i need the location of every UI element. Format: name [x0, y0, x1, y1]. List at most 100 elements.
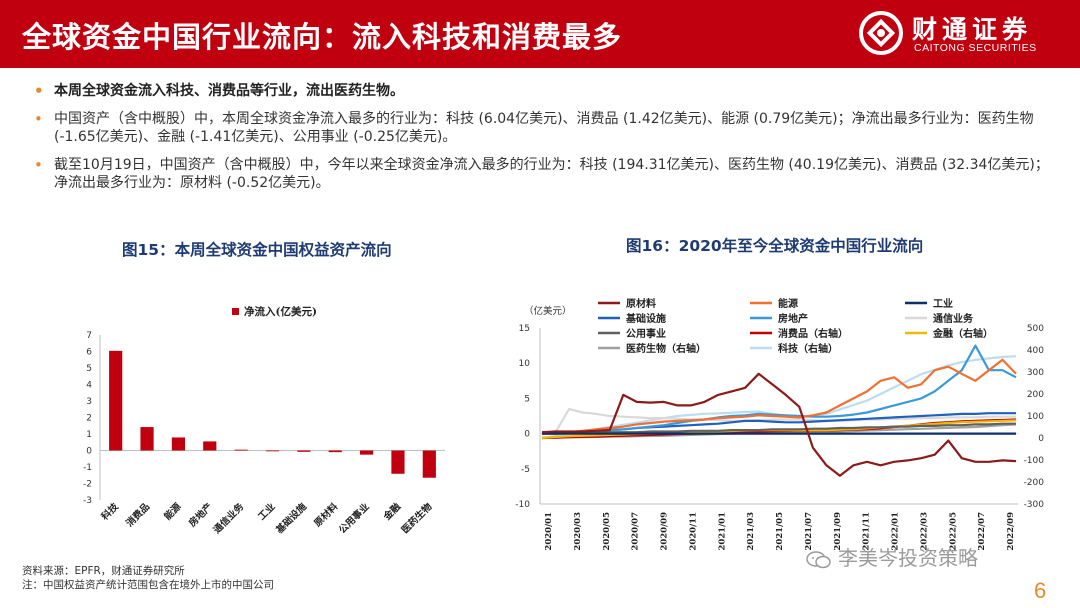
- legend-swatch: [232, 308, 239, 315]
- legend-label: 净流入(亿美元): [244, 305, 317, 318]
- logo-en-text: CAITONG SECURITIES: [914, 42, 1037, 54]
- wechat-icon: [806, 550, 831, 568]
- x-tick-label: 消费品: [124, 501, 153, 530]
- x-tick-label: 2021/09: [833, 512, 843, 551]
- legend-label: 公用事业: [626, 327, 666, 340]
- y-tick-label: 0: [86, 447, 92, 457]
- y-left-tick-label: 10: [519, 359, 531, 369]
- legend-label: 能源: [778, 297, 798, 310]
- bar: [109, 350, 123, 451]
- watermark: 李美岑投资策略: [806, 542, 978, 571]
- series-line: [542, 422, 1016, 435]
- y-left-tick-label: -5: [521, 465, 530, 475]
- bar: [140, 427, 154, 451]
- y-tick-label: 5: [86, 364, 92, 374]
- fig15-title: 图15：本周全球资金中国权益资产流向: [122, 241, 392, 259]
- y-right-tick-label: 0: [1038, 434, 1044, 444]
- x-tick-label: 科技: [99, 500, 121, 522]
- series-line: [541, 358, 1017, 434]
- x-tick-label: 能源: [162, 500, 184, 522]
- bar: [234, 449, 248, 451]
- y-right-tick-label: 100: [1027, 412, 1044, 422]
- x-tick-label: 原材料: [312, 500, 341, 529]
- y-tick-label: 7: [86, 331, 92, 341]
- x-tick-label: 房地产: [186, 500, 215, 529]
- bar: [391, 450, 405, 474]
- bar: [203, 441, 217, 451]
- y-left-tick-label: 15: [519, 324, 530, 334]
- bullet-item: 截至10月19日，中国资产（含中概股）中，今年以来全球资金净流入最多的行业为：科…: [34, 156, 1054, 192]
- y-axis-title: （亿美元）: [524, 305, 572, 317]
- brand-logo: 财通证券 CAITONG SECURITIES: [852, 8, 1062, 60]
- series-line: [541, 407, 1016, 434]
- logo-emblem-icon: [859, 11, 903, 55]
- y-left-tick-label: -10: [515, 500, 530, 510]
- page-title: 全球资金中国行业流向：流入科技和消费最多: [22, 20, 623, 54]
- note-line: 注：中国权益资产统计范围包含在境外上市的中国公司: [22, 579, 274, 591]
- x-tick-label: 2020/01: [544, 512, 554, 551]
- bullet-item: 本周全球资金流入科技、消费品等行业，流出医药生物。: [34, 82, 1054, 100]
- bar: [265, 450, 280, 452]
- fig16-title: 图16：2020年至今全球资金中国行业流向: [626, 237, 924, 255]
- legend-label: 工业: [933, 297, 953, 310]
- x-tick-label: 2022/01: [891, 512, 901, 551]
- bar: [328, 450, 342, 453]
- x-tick-label: 2020/07: [631, 512, 641, 551]
- legend-label: 原材料: [626, 297, 656, 310]
- series-line: [541, 372, 1017, 477]
- x-tick-label: 2020/03: [573, 512, 583, 551]
- source-line: 资料来源：EPFR，财通证券研究所: [22, 565, 185, 577]
- x-tick-label: 基础设施: [273, 500, 309, 536]
- y-right-tick-label: 200: [1027, 390, 1044, 400]
- legend-label: 金融（右轴）: [932, 327, 993, 340]
- legend-label: 科技（右轴）: [778, 342, 838, 355]
- x-tick-label: 2022/09: [1006, 512, 1016, 551]
- x-tick-label: 2020/09: [660, 512, 670, 551]
- x-tick-label: 通信业务: [211, 500, 247, 536]
- legend-label: 基础设施: [625, 312, 666, 325]
- y-left-tick-label: 5: [524, 394, 530, 404]
- series-line: [541, 344, 1017, 435]
- x-tick-label: 2022/05: [948, 512, 958, 551]
- x-tick-label: 2021/01: [717, 512, 727, 551]
- bar: [171, 437, 185, 451]
- legend-label: 医药生物（右轴）: [626, 342, 706, 355]
- y-tick-label: -3: [83, 496, 92, 506]
- bar: [360, 450, 374, 455]
- watermark-text: 李美岑投资策略: [838, 546, 978, 570]
- y-tick-label: 4: [86, 381, 92, 391]
- legend-label: 消费品（右轴）: [778, 327, 848, 340]
- x-tick-label: 工业: [256, 500, 278, 522]
- y-tick-label: 6: [86, 348, 92, 358]
- y-tick-label: 1: [86, 430, 92, 440]
- x-tick-label: 2021/07: [804, 512, 814, 551]
- x-tick-label: 金融: [380, 500, 403, 523]
- x-tick-label: 医药生物: [399, 500, 435, 536]
- x-tick-label: 2021/03: [746, 512, 756, 551]
- legend-label: 房地产: [778, 312, 808, 325]
- x-tick-label: 2020/11: [688, 512, 698, 551]
- y-tick-label: -1: [83, 463, 92, 473]
- header-bar: 全球资金中国行业流向：流入科技和消费最多 财通证券 CAITONG SECURI…: [0, 0, 1080, 68]
- x-tick-label: 2021/11: [862, 512, 872, 551]
- y-right-tick-label: -100: [1024, 456, 1045, 466]
- bullet-item: 中国资产（含中概股）中，本周全球资金净流入最多的行业为：科技 (6.04亿美元)…: [34, 110, 1054, 146]
- fig16-line-chart: （亿美元） 15 10 5 0 -5 -10 500 400 300 200 100 0 -100 -200…: [515, 297, 1045, 551]
- bar: [422, 450, 436, 478]
- bar: [297, 450, 311, 452]
- x-tick-label: 2022/03: [919, 512, 929, 551]
- page-number: 6: [1034, 578, 1047, 603]
- logo-cn-text: 财通证券: [912, 15, 1033, 44]
- x-tick-label: 2021/05: [775, 512, 785, 551]
- y-right-tick-label: 500: [1027, 324, 1044, 334]
- x-tick-label: 公用事业: [336, 500, 372, 536]
- legend: 净流入(亿美元): [232, 305, 317, 318]
- source-note: 资料来源：EPFR，财通证券研究所 注：中国权益资产统计范围包含在境外上市的中国…: [22, 564, 274, 592]
- y-right-tick-label: 300: [1027, 368, 1044, 378]
- y-left-tick-label: 0: [524, 430, 530, 440]
- x-tick-label: 2022/07: [977, 512, 987, 551]
- y-right-tick-label: 400: [1027, 346, 1044, 356]
- x-tick-label: 2020/05: [602, 512, 612, 551]
- y-tick-label: -2: [83, 480, 92, 490]
